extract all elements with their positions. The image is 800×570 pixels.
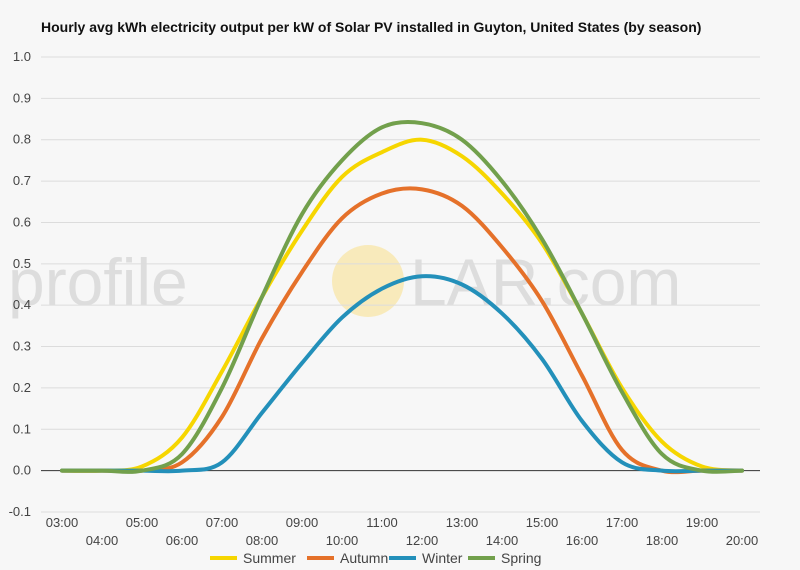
x-tick-label: 08:00 [246,533,279,548]
x-tick-label: 12:00 [406,533,439,548]
x-tick-label: 17:00 [606,515,639,530]
y-tick-label: 0.6 [13,214,31,229]
series-line-summer [60,137,744,473]
y-tick-label: 0.3 [13,339,31,354]
y-tick-label: 0.7 [13,173,31,188]
x-tick-label: 04:00 [86,533,119,548]
x-tick-label: 16:00 [566,533,599,548]
x-tick-label: 20:00 [726,533,759,548]
x-tick-label: 07:00 [206,515,239,530]
x-axis: 03:00 04:00 05:00 06:00 07:00 08:00 09:00 10:00… [46,515,759,548]
x-tick-label: 06:00 [166,533,199,548]
y-tick-label: 0.8 [13,132,31,147]
x-tick-label: 14:00 [486,533,519,548]
series-lines [60,119,744,475]
x-tick-label: 19:00 [686,515,719,530]
y-tick-label: 0.5 [13,256,31,271]
watermark-text-left: profile [8,245,188,319]
chart-title: Hourly avg kWh electricity output per kW… [41,19,702,35]
y-tick-label: -0.1 [9,504,31,519]
y-tick-label: 0.9 [13,90,31,105]
x-tick-label: 09:00 [286,515,319,530]
x-tick-label: 10:00 [326,533,359,548]
legend-label-winter: Winter [422,550,463,566]
y-tick-label: 0.4 [13,297,31,312]
series-line-spring [60,119,744,474]
legend-label-spring: Spring [501,550,541,566]
y-tick-label: 1.0 [13,49,31,64]
y-tick-label: 0.1 [13,421,31,436]
legend: Summer Autumn Winter Spring [210,550,541,566]
series-line-winter [60,274,744,474]
y-axis: -0.1 0.0 0.1 0.2 0.3 0.4 0.5 0.6 0.7 0.8 0.9 1.0 [9,49,31,519]
legend-label-summer: Summer [243,550,296,566]
series-line-autumn [60,186,744,475]
x-tick-label: 15:00 [526,515,559,530]
x-tick-label: 05:00 [126,515,159,530]
x-tick-label: 03:00 [46,515,79,530]
watermark: profile LAR.com [8,245,681,319]
x-tick-label: 18:00 [646,533,679,548]
legend-label-autumn: Autumn [340,550,388,566]
y-tick-label: 0.2 [13,380,31,395]
y-tick-label: 0.0 [13,463,31,478]
x-tick-label: 13:00 [446,515,479,530]
x-tick-label: 11:00 [366,515,398,530]
watermark-sun-icon [332,245,404,317]
